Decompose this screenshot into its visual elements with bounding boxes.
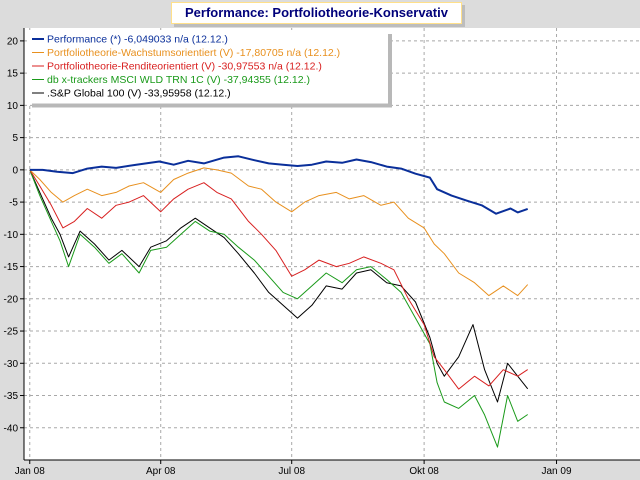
series-line-3 bbox=[29, 169, 528, 390]
y-tick-label: 20 bbox=[7, 36, 19, 47]
series-line-4 bbox=[29, 169, 528, 448]
series-line-5 bbox=[29, 169, 529, 403]
legend-box bbox=[28, 30, 388, 104]
y-tick-labels: 20 15 10 5 0 -5 -10 -15 -20 -25 -30 -35 -40 bbox=[4, 36, 24, 434]
y-tick-label: -35 bbox=[4, 391, 19, 402]
legend-entry: db x-trackers MSCI WLD TRN 1C (V) -37,94… bbox=[47, 74, 310, 86]
x-tick-labels: Jan 08 Apr 08 Jul 08 Okt 08 Jan 09 bbox=[15, 460, 572, 477]
y-tick-label: -5 bbox=[9, 198, 18, 209]
x-tick-label: Jan 08 bbox=[15, 466, 45, 477]
x-tick-label: Apr 08 bbox=[146, 466, 176, 477]
series-lines bbox=[29, 155, 529, 448]
y-tick-label: -25 bbox=[4, 327, 19, 338]
y-tick-label: -10 bbox=[4, 230, 19, 241]
y-tick-label: -20 bbox=[4, 294, 19, 305]
legend-entry: Performance (*) -6,049033 n/a (12.12.) bbox=[47, 34, 228, 46]
legend-entry: Portfoliotheorie-Renditeorientiert (V) -… bbox=[47, 61, 322, 73]
legend-entry: .S&P Global 100 (V) -33,95958 (12.12.) bbox=[47, 88, 231, 100]
y-tick-label: 5 bbox=[12, 133, 18, 144]
series-line-1 bbox=[29, 155, 529, 215]
legend: Performance (*) -6,049033 n/a (12.12.)Po… bbox=[28, 30, 392, 108]
chart-title: Performance: Portfoliotheorie-Konservati… bbox=[171, 2, 462, 24]
y-tick-label: 10 bbox=[7, 101, 19, 112]
x-tick-label: Okt 08 bbox=[409, 466, 439, 477]
legend-entry: Portfoliotheorie-Wachstumsorientiert (V)… bbox=[47, 47, 340, 59]
y-tick-label: 15 bbox=[7, 69, 19, 80]
x-tick-label: Jan 09 bbox=[542, 466, 572, 477]
y-tick-label: -15 bbox=[4, 262, 19, 273]
y-tick-label: 0 bbox=[12, 165, 18, 176]
x-tick-label: Jul 08 bbox=[278, 466, 305, 477]
y-tick-label: -40 bbox=[4, 423, 19, 434]
y-tick-label: -30 bbox=[4, 359, 19, 370]
series-line-2 bbox=[29, 167, 529, 297]
